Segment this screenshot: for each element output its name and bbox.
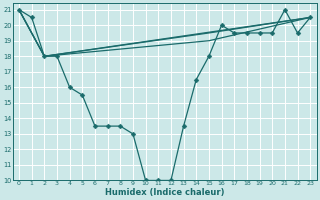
X-axis label: Humidex (Indice chaleur): Humidex (Indice chaleur)	[105, 188, 224, 197]
